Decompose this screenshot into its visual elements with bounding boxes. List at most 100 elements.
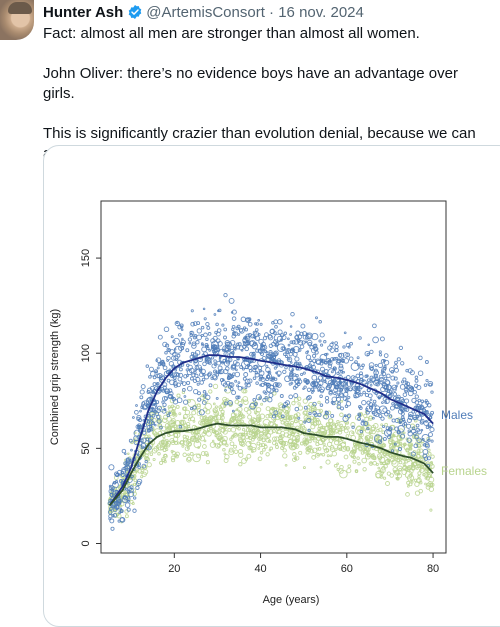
data-point-females: [229, 441, 235, 447]
data-point-males: [172, 398, 179, 405]
data-point-females: [356, 425, 363, 432]
data-point-males: [335, 378, 342, 385]
data-point-females: [259, 451, 264, 455]
author-name[interactable]: Hunter Ash: [43, 4, 124, 21]
data-point-females: [191, 410, 197, 416]
data-point-males: [396, 381, 400, 385]
x-axis-title: Age (years): [263, 594, 320, 606]
data-point-males: [270, 378, 275, 382]
data-point-males: [365, 374, 369, 378]
data-point-males: [288, 366, 294, 372]
data-point-females: [222, 435, 228, 442]
data-point-males: [430, 439, 434, 443]
trend-line-males: [108, 354, 434, 506]
data-point-females: [306, 404, 311, 410]
data-point-males: [410, 451, 416, 457]
data-point-males: [404, 389, 408, 393]
data-point-females: [220, 413, 224, 418]
data-point-males: [235, 368, 238, 372]
data-point-females: [398, 467, 403, 472]
data-point-males: [406, 437, 412, 443]
data-point-females: [381, 465, 386, 471]
data-point-females: [283, 421, 287, 425]
data-point-males: [166, 378, 171, 383]
data-point-females: [343, 454, 349, 460]
data-point-females: [152, 457, 156, 462]
data-point-females: [223, 404, 227, 408]
tweet-media-card[interactable]: 20 40 60 80 0 50 100 150 Combined grip strength…: [43, 145, 500, 627]
author-handle[interactable]: @ArtemisConsort: [146, 4, 265, 21]
data-point-males: [140, 384, 146, 390]
data-point-males: [189, 330, 195, 336]
data-point-females: [414, 455, 418, 459]
data-point-males: [299, 331, 304, 337]
data-point-males: [324, 369, 329, 374]
data-point-females: [237, 448, 244, 455]
data-point-males: [196, 334, 202, 341]
data-point-males: [265, 364, 269, 368]
data-point-females: [338, 447, 343, 452]
data-point-females: [429, 508, 433, 512]
data-point-males: [217, 365, 223, 371]
data-point-males: [415, 423, 420, 428]
data-point-males: [327, 360, 333, 366]
data-point-males: [424, 399, 428, 403]
data-point-females: [377, 466, 381, 470]
data-point-females: [203, 439, 207, 443]
data-point-females: [215, 412, 219, 416]
data-point-males: [357, 412, 362, 417]
data-point-males: [170, 396, 174, 400]
data-point-males: [384, 379, 391, 385]
data-point-males: [289, 333, 292, 336]
data-point-males: [338, 365, 344, 371]
data-point-males: [252, 376, 257, 380]
data-point-females: [330, 429, 334, 433]
data-point-males: [379, 336, 385, 342]
data-point-females: [234, 413, 238, 417]
data-point-males: [198, 368, 203, 373]
data-point-males: [124, 502, 131, 508]
data-point-males: [362, 390, 366, 395]
data-point-males: [172, 375, 177, 380]
data-point-males: [205, 321, 210, 327]
data-point-males: [237, 333, 241, 336]
data-point-males: [231, 409, 235, 413]
data-point-females: [193, 440, 202, 449]
data-point-males: [163, 326, 170, 333]
data-point-females: [427, 452, 432, 456]
data-point-males: [333, 391, 337, 396]
tweet-date[interactable]: 16 nov. 2024: [278, 4, 364, 21]
data-point-males: [292, 345, 300, 354]
data-point-females: [168, 406, 173, 412]
data-point-males: [358, 336, 362, 340]
data-point-males: [180, 346, 185, 350]
data-point-females: [306, 415, 312, 421]
data-point-males: [413, 431, 417, 436]
data-point-females: [276, 429, 282, 435]
data-point-females: [182, 414, 188, 419]
data-point-males: [247, 321, 253, 327]
data-point-females: [356, 456, 360, 460]
data-point-males: [274, 388, 279, 393]
author-avatar[interactable]: [0, 0, 34, 40]
data-point-females: [218, 441, 224, 446]
data-point-males: [224, 388, 227, 392]
data-point-males: [260, 344, 266, 351]
data-point-males: [406, 423, 412, 429]
data-point-males: [307, 366, 311, 370]
data-point-males: [365, 407, 369, 411]
data-point-males: [174, 345, 183, 354]
data-point-males: [236, 384, 240, 388]
data-point-males: [340, 358, 345, 363]
data-point-males: [382, 371, 387, 377]
data-point-males: [237, 395, 241, 399]
data-point-females: [311, 447, 318, 454]
data-point-males: [247, 333, 252, 338]
data-point-males: [383, 365, 387, 369]
data-point-females: [353, 444, 358, 448]
data-point-females: [328, 418, 334, 424]
data-point-males: [356, 386, 361, 390]
data-point-males: [379, 380, 384, 385]
data-point-females: [375, 470, 383, 479]
data-point-males: [374, 363, 378, 367]
